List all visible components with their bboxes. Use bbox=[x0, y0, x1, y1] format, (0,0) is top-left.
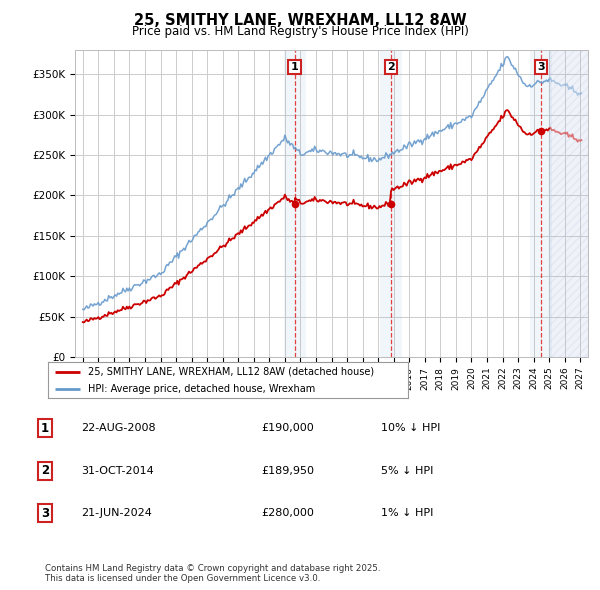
Text: 1: 1 bbox=[41, 422, 49, 435]
Text: Price paid vs. HM Land Registry's House Price Index (HPI): Price paid vs. HM Land Registry's House … bbox=[131, 25, 469, 38]
Text: HPI: Average price, detached house, Wrexham: HPI: Average price, detached house, Wrex… bbox=[88, 384, 315, 394]
Text: 1: 1 bbox=[291, 62, 299, 72]
Text: 31-OCT-2014: 31-OCT-2014 bbox=[81, 466, 154, 476]
Text: Contains HM Land Registry data © Crown copyright and database right 2025.
This d: Contains HM Land Registry data © Crown c… bbox=[45, 563, 380, 583]
Text: 21-JUN-2024: 21-JUN-2024 bbox=[81, 509, 152, 518]
Bar bbox=[530, 50, 552, 357]
Text: £190,000: £190,000 bbox=[261, 424, 314, 433]
Bar bbox=[284, 50, 305, 357]
Text: 25, SMITHY LANE, WREXHAM, LL12 8AW (detached house): 25, SMITHY LANE, WREXHAM, LL12 8AW (deta… bbox=[88, 367, 374, 377]
Bar bbox=[380, 50, 402, 357]
Text: £280,000: £280,000 bbox=[261, 509, 314, 518]
Text: 1% ↓ HPI: 1% ↓ HPI bbox=[381, 509, 433, 518]
Text: 3: 3 bbox=[537, 62, 545, 72]
Text: 25, SMITHY LANE, WREXHAM, LL12 8AW: 25, SMITHY LANE, WREXHAM, LL12 8AW bbox=[134, 13, 466, 28]
Text: 10% ↓ HPI: 10% ↓ HPI bbox=[381, 424, 440, 433]
Bar bbox=[549, 50, 588, 357]
Text: £189,950: £189,950 bbox=[261, 466, 314, 476]
Text: 5% ↓ HPI: 5% ↓ HPI bbox=[381, 466, 433, 476]
Text: 2: 2 bbox=[41, 464, 49, 477]
Text: 2: 2 bbox=[387, 62, 395, 72]
Text: 22-AUG-2008: 22-AUG-2008 bbox=[81, 424, 155, 433]
Text: 3: 3 bbox=[41, 507, 49, 520]
